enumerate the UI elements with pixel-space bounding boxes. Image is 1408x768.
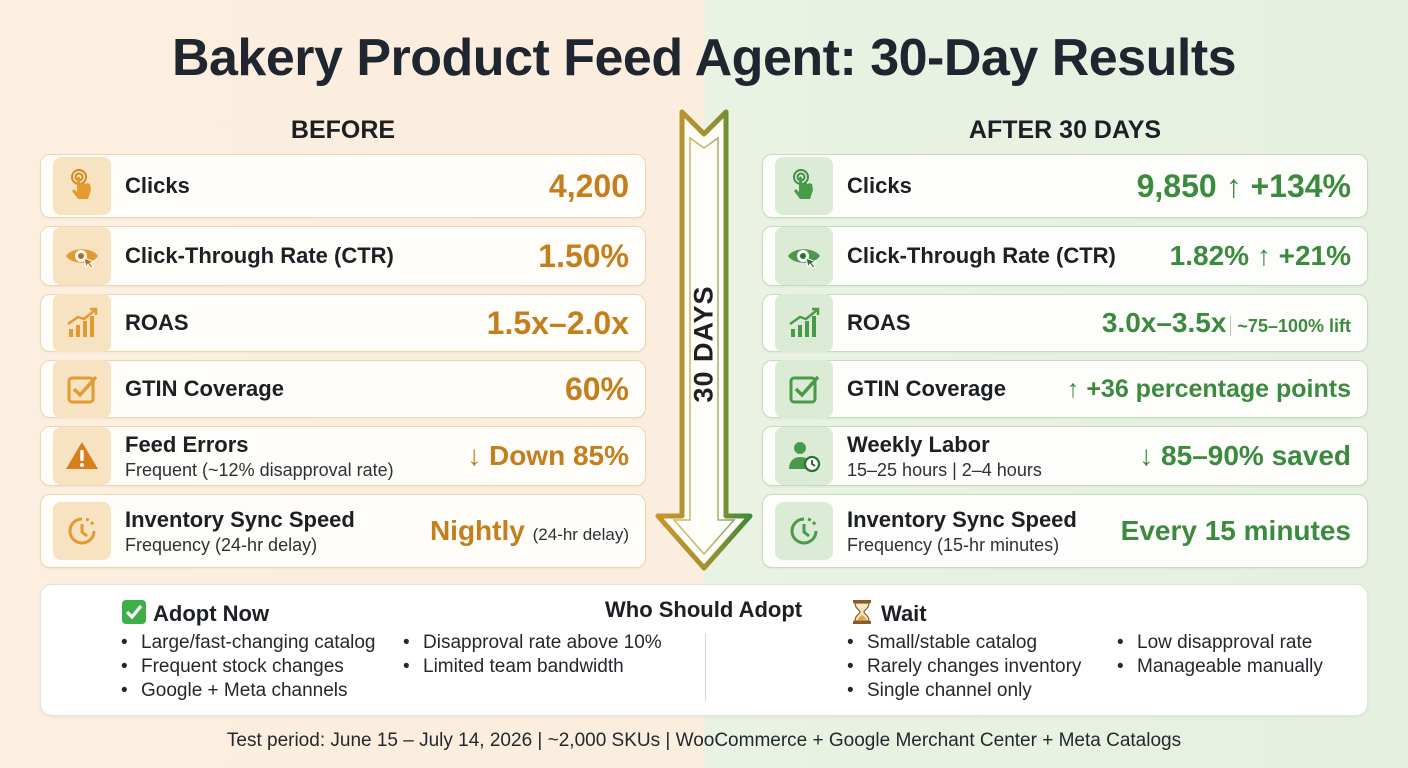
person-clock-icon [775, 427, 833, 485]
metric-label: Inventory Sync Speed [125, 506, 355, 532]
wait-title: Wait [881, 601, 927, 626]
eye-cursor-icon [53, 227, 111, 285]
wait-list-1: Small/stable catalog Rarely changes inve… [847, 631, 1081, 703]
metric-value: ↑ +36 percentage points [1066, 374, 1351, 403]
adopt-now-title: Adopt Now [153, 601, 270, 626]
after-card-gtin: GTIN Coverage ↑ +36 percentage points [762, 360, 1368, 418]
checkbox-icon [775, 360, 833, 418]
before-card-clicks: Clicks 4,200 [40, 154, 646, 218]
metric-value: ↓ Down 85% [467, 440, 629, 471]
metric-sublabel: Frequent (~12% disapproval rate) [125, 459, 394, 480]
after-heading: AFTER 30 DAYS [968, 116, 1162, 144]
after-card-roas: ROAS 3.0x–3.5x ~75–100% lift [762, 294, 1368, 352]
before-card-gtin: GTIN Coverage 60% [40, 360, 646, 418]
before-card-feed-errors: Feed Errors Frequent (~12% disapproval r… [40, 426, 646, 486]
clock-sync-icon [53, 502, 111, 560]
list-item: Manageable manually [1117, 655, 1323, 679]
down-arrow [655, 109, 753, 571]
click-icon [53, 157, 111, 215]
checkbox-icon [53, 360, 111, 418]
warning-icon [53, 427, 111, 485]
metric-label: Inventory Sync Speed [847, 506, 1077, 532]
metric-label: ROAS [847, 310, 911, 335]
after-card-inventory-sync: Inventory Sync Speed Frequency (15-hr mi… [762, 494, 1368, 568]
before-card-inventory-sync: Inventory Sync Speed Frequency (24-hr de… [40, 494, 646, 568]
wait-list-2: Low disapproval rate Manageable manually [1117, 631, 1323, 679]
list-item: Low disapproval rate [1117, 631, 1323, 655]
metric-value: 3.0x–3.5x [1101, 307, 1227, 338]
divider [705, 633, 706, 701]
hourglass-icon [853, 600, 871, 624]
adopt-list-1: Large/fast-changing catalog Frequent sto… [121, 631, 376, 703]
list-item: Limited team bandwidth [403, 655, 662, 679]
who-should-adopt-heading: Who Should Adopt [605, 597, 803, 622]
metric-label: Click-Through Rate (CTR) [125, 243, 394, 268]
adoption-panel: Adopt Now Large/fast-changing catalog Fr… [40, 584, 1368, 716]
metric-value: ↓ 85–90% saved [1139, 440, 1351, 471]
list-item: Google + Meta channels [121, 679, 376, 703]
metric-value: 1.82% ↑ +21% [1169, 240, 1351, 271]
metric-value-note: (24-hr delay) [532, 525, 629, 544]
metric-value: 1.5x–2.0x [486, 304, 629, 341]
metric-label: Feed Errors [125, 431, 249, 457]
after-card-clicks: Clicks 9,850 ↑ +134% [762, 154, 1368, 218]
before-heading: BEFORE [290, 116, 396, 144]
metric-value: 1.50% [538, 237, 629, 274]
metric-label: Clicks [847, 173, 912, 198]
metric-value: 60% [564, 370, 629, 407]
adopt-now-heading: Adopt Now [121, 599, 269, 627]
list-item: Single channel only [847, 679, 1081, 703]
before-card-ctr: Click-Through Rate (CTR) 1.50% [40, 226, 646, 286]
metric-value-note: ~75–100% lift [1230, 316, 1351, 336]
list-item: Disapproval rate above 10% [403, 631, 662, 655]
metric-label: ROAS [125, 310, 189, 335]
arrow-label: 30 DAYS [688, 285, 719, 403]
metric-value: Every 15 minutes [1120, 515, 1351, 546]
adopt-list-2: Disapproval rate above 10% Limited team … [403, 631, 662, 679]
metric-label: Weekly Labor [847, 431, 990, 457]
before-card-roas: ROAS 1.5x–2.0x [40, 294, 646, 352]
after-card-ctr: Click-Through Rate (CTR) 1.82% ↑ +21% [762, 226, 1368, 286]
list-item: Rarely changes inventory [847, 655, 1081, 679]
growth-chart-icon [53, 294, 111, 352]
metric-value: 9,850 ↑ +134% [1136, 167, 1351, 204]
after-card-weekly-labor: Weekly Labor 15–25 hours | 2–4 hours ↓ 8… [762, 426, 1368, 486]
footer-note: Test period: June 15 – July 14, 2026 | ~… [226, 730, 1182, 751]
list-item: Small/stable catalog [847, 631, 1081, 655]
metric-label: GTIN Coverage [125, 376, 284, 401]
metric-value: Nightly [429, 515, 525, 546]
clock-sync-icon [775, 502, 833, 560]
click-icon [775, 157, 833, 215]
wait-heading: Wait [849, 599, 927, 627]
eye-cursor-icon [775, 227, 833, 285]
list-item: Frequent stock changes [121, 655, 376, 679]
metric-label: Click-Through Rate (CTR) [847, 243, 1116, 268]
list-item: Large/fast-changing catalog [121, 631, 376, 655]
metric-label: GTIN Coverage [847, 376, 1006, 401]
page-title: Bakery Product Feed Agent: 30-Day Result… [171, 29, 1237, 87]
growth-chart-icon [775, 294, 833, 352]
metric-sublabel: 15–25 hours | 2–4 hours [847, 459, 1042, 480]
metric-sublabel: Frequency (24-hr delay) [125, 534, 318, 555]
check-mark-icon [122, 600, 146, 624]
metric-label: Clicks [125, 173, 190, 198]
metric-sublabel: Frequency (15-hr minutes) [847, 534, 1060, 555]
metric-value: 4,200 [548, 167, 629, 204]
